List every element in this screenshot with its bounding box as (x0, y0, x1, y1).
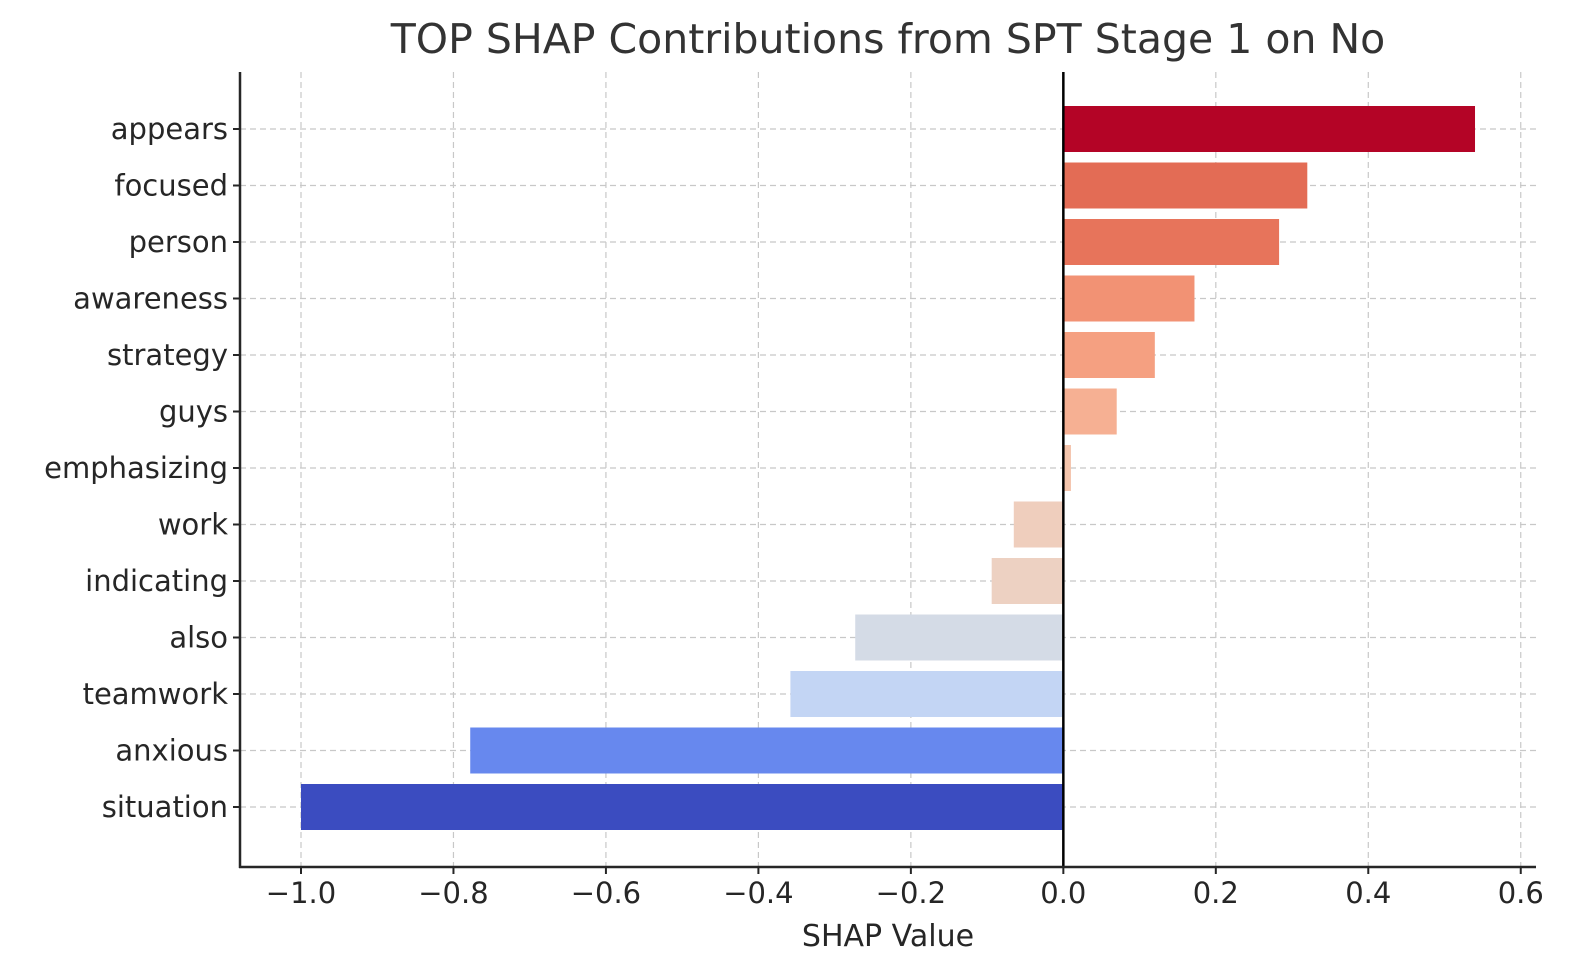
y-tick-label-indicating: indicating (85, 564, 228, 598)
x-tick-label: 0.4 (1345, 876, 1391, 910)
y-tick-label-person: person (129, 225, 228, 259)
y-tick-label-awareness: awareness (73, 282, 228, 316)
y-tick-label-strategy: strategy (107, 338, 228, 372)
y-tick-label-work: work (158, 508, 228, 542)
y-tick-label-emphasizing: emphasizing (44, 451, 228, 485)
bar-teamwork (790, 671, 1064, 717)
x-tick-label: −0.6 (571, 876, 641, 910)
y-tick-label-appears: appears (111, 112, 228, 146)
y-tick-label-guys: guys (159, 395, 228, 429)
bar-indicating (991, 558, 1064, 604)
bar-focused (1063, 162, 1308, 209)
x-tick-label: 0.2 (1193, 876, 1239, 910)
grid-layer (240, 72, 1536, 867)
bar-emphasizing (1063, 445, 1071, 491)
bar-work (1013, 501, 1064, 548)
x-tick-label: −0.4 (723, 876, 793, 910)
bar-appears (1063, 106, 1476, 152)
y-tick-label-teamwork: teamwork (83, 677, 229, 711)
x-tick-label: −0.2 (876, 876, 946, 910)
bar-guys (1063, 388, 1117, 435)
x-axis-label: SHAP Value (802, 919, 974, 954)
bar-situation (300, 784, 1064, 830)
bar-person (1063, 219, 1280, 265)
bar-awareness (1063, 275, 1195, 322)
y-tick-label-focused: focused (114, 169, 228, 203)
x-tick-label: −0.8 (418, 876, 488, 910)
axis-layer: −1.0 −0.8 −0.6 −0.4 −0.2 0.0 0.2 0.4 0.6 appears f… (44, 72, 1544, 910)
y-tick-label-also: also (169, 621, 228, 655)
bar-strategy (1063, 332, 1155, 378)
x-tick-label: 0.0 (1040, 876, 1086, 910)
x-tick-label: 0.6 (1498, 876, 1544, 910)
x-tick-label: −1.0 (266, 876, 336, 910)
bar-layer (300, 106, 1476, 830)
bar-anxious (470, 727, 1064, 774)
y-tick-label-situation: situation (102, 790, 228, 824)
chart-title: TOP SHAP Contributions from SPT Stage 1 … (390, 15, 1385, 63)
y-tick-label-anxious: anxious (115, 734, 228, 768)
bar-also (855, 614, 1064, 661)
